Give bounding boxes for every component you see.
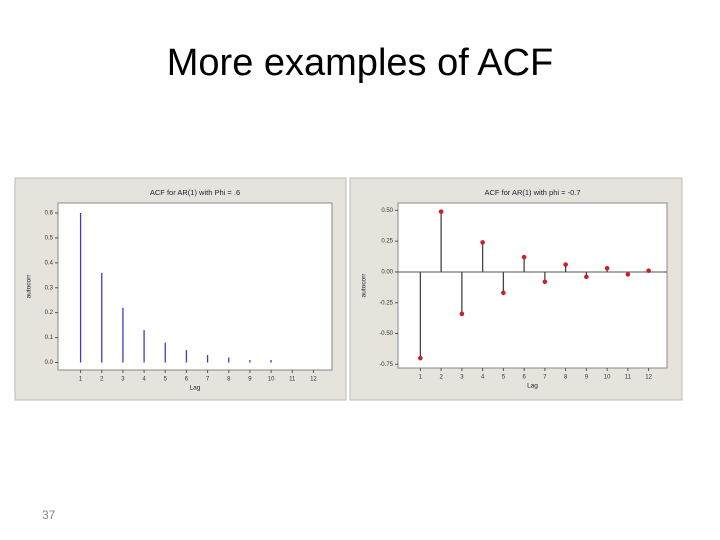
x-tick-label: 4 [481,375,485,381]
chart-title: ACF for AR(1) with Phi = .6 [150,188,240,197]
y-tick-label: 0.00 [381,270,393,276]
y-tick-label: 0.5 [45,235,54,241]
y-tick-label: 0.3 [45,285,54,291]
y-tick-label: 0.50 [381,208,393,214]
chart-title: ACF for AR(1) with phi = -0.7 [484,188,580,197]
x-tick-label: 8 [227,377,231,383]
plot-area [57,202,333,371]
x-tick-label: 10 [604,375,611,381]
y-tick-label: -0.50 [379,331,393,337]
x-tick-label: 6 [522,375,526,381]
stem-marker [438,209,444,214]
y-tick-label: 0.0 [45,360,54,366]
x-tick-label: 11 [289,377,296,383]
y-axis-label: autocorr [361,273,368,298]
slide-number: 37 [42,508,56,522]
stem-marker [418,355,423,361]
x-tick-label: 5 [164,377,168,383]
y-tick-label: 0.1 [45,335,54,341]
y-tick-label: -0.25 [379,300,393,306]
stem-marker [584,274,589,280]
stem-marker [501,290,506,296]
x-tick-label: 5 [502,375,506,381]
y-tick-label: 0.2 [45,310,54,316]
x-tick-label: 3 [460,375,464,381]
x-tick-label: 2 [100,377,104,383]
y-tick-label: -0.75 [379,362,393,368]
x-axis-label: Lag [527,383,538,390]
y-tick-label: 0.25 [381,239,393,245]
x-tick-label: 7 [206,377,210,383]
x-tick-label: 6 [185,377,189,383]
x-tick-label: 1 [79,377,83,383]
x-tick-label: 1 [419,375,423,381]
y-axis-label: autocorr [26,274,33,299]
x-tick-label: 9 [248,377,252,383]
slide-title: More examples of ACF [166,42,554,84]
x-tick-label: 12 [310,377,317,383]
x-tick-label: 12 [645,375,652,381]
y-tick-label: 0.6 [45,211,54,217]
stem-marker [604,265,610,271]
x-tick-label: 8 [564,375,568,381]
stem-marker [459,311,465,317]
x-tick-label: 4 [142,377,146,383]
stem-marker [625,272,631,277]
x-tick-label: 7 [543,375,547,381]
stem-marker [542,279,548,285]
x-tick-label: 11 [625,375,632,381]
y-tick-label: 0.4 [45,260,54,266]
x-tick-label: 9 [585,375,589,381]
stem-marker [646,268,651,274]
x-tick-label: 3 [121,377,125,383]
stem-marker [480,240,485,245]
x-axis-label: Lag [190,385,201,392]
x-tick-label: 2 [439,375,443,381]
x-tick-label: 10 [268,377,275,383]
plot-area [397,202,668,369]
stem-marker [521,254,527,260]
stem-marker [563,262,568,267]
